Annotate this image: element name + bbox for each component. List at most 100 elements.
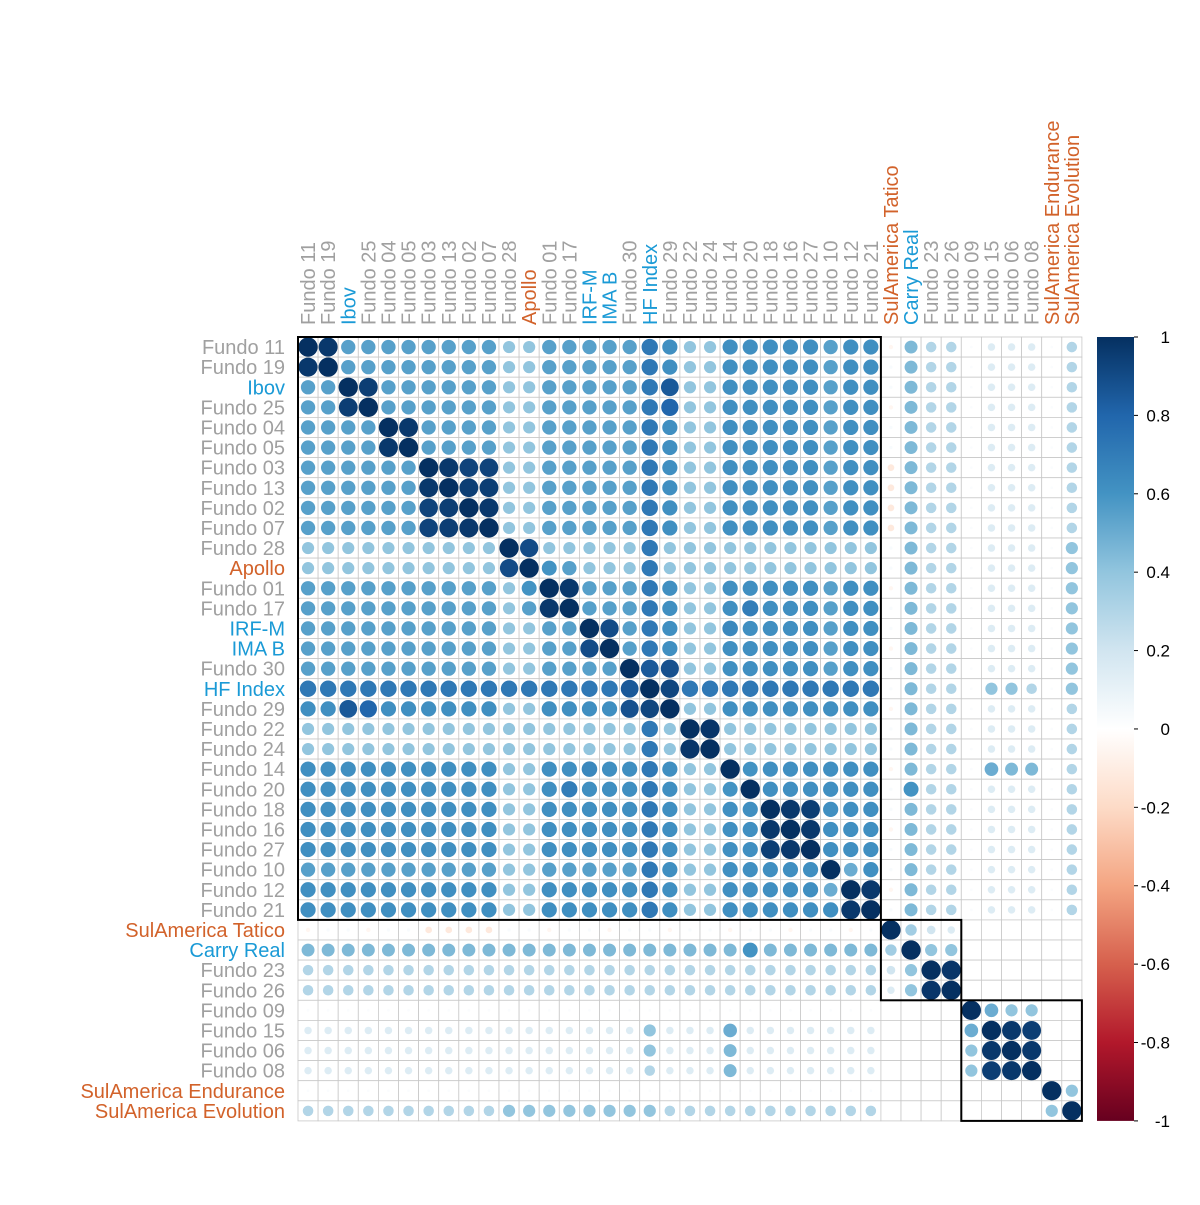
correlation-circle	[969, 727, 973, 731]
grid-cell	[1001, 959, 1023, 981]
correlation-circle	[465, 1026, 473, 1035]
correlation-circle	[320, 821, 336, 838]
correlation-circle	[904, 601, 918, 615]
correlation-circle	[421, 601, 436, 616]
correlation-circle	[864, 562, 877, 575]
correlation-circle	[344, 1026, 352, 1035]
correlation-circle	[824, 943, 838, 957]
correlation-circle	[808, 928, 813, 932]
correlation-circle	[823, 641, 838, 656]
correlation-circle	[481, 440, 497, 455]
correlation-circle	[362, 562, 375, 575]
correlation-circle	[381, 943, 395, 957]
correlation-circle	[904, 360, 918, 374]
correlation-circle	[666, 1046, 674, 1055]
correlation-circle	[688, 1008, 692, 1012]
correlation-circle	[467, 1008, 471, 1012]
correlation-circle	[622, 400, 637, 415]
correlation-circle	[344, 1066, 352, 1075]
correlation-circle	[439, 458, 459, 478]
correlation-circle	[823, 359, 838, 375]
correlation-circle	[644, 984, 656, 996]
correlation-circle	[842, 680, 859, 697]
correlation-circle	[969, 707, 973, 711]
correlation-circle	[945, 402, 957, 413]
column-label: Fundo 17	[559, 240, 581, 325]
correlation-circle	[425, 926, 432, 934]
correlation-circle	[1050, 446, 1054, 449]
correlation-circle	[523, 803, 536, 816]
correlation-circle	[525, 1046, 533, 1055]
correlation-circle	[341, 581, 356, 596]
grid-cell	[1061, 999, 1083, 1021]
grid-cell	[940, 1040, 962, 1062]
correlation-circle	[582, 943, 596, 957]
correlation-circle	[1007, 463, 1016, 472]
correlation-circle	[926, 925, 936, 935]
correlation-circle	[703, 441, 717, 454]
correlation-circle	[804, 562, 817, 575]
correlation-circle	[722, 882, 738, 898]
correlation-circle	[359, 700, 377, 718]
correlation-circle	[419, 498, 438, 518]
correlation-circle	[523, 883, 536, 896]
correlation-circle	[1065, 622, 1078, 635]
cluster-box	[879, 918, 963, 1002]
correlation-circle	[742, 460, 758, 476]
correlation-circle	[602, 460, 617, 475]
correlation-circle	[888, 766, 894, 772]
correlation-circle	[441, 339, 456, 355]
correlation-circle	[708, 928, 712, 932]
correlation-circle	[742, 399, 758, 415]
correlation-circle	[641, 479, 658, 496]
correlation-circle	[523, 662, 536, 675]
correlation-circle	[386, 928, 391, 932]
correlation-circle	[505, 1066, 513, 1075]
correlation-circle	[1027, 865, 1036, 874]
correlation-circle	[782, 419, 799, 436]
correlation-circle	[523, 521, 536, 535]
correlation-circle	[326, 928, 330, 932]
correlation-circle	[1066, 522, 1078, 534]
correlation-circle	[461, 821, 477, 838]
correlation-circle	[338, 377, 358, 397]
correlation-circle	[387, 1008, 390, 1012]
correlation-circle	[889, 908, 893, 912]
correlation-circle	[341, 500, 356, 516]
row-label: Fundo 14	[200, 759, 285, 781]
correlation-circle	[424, 1066, 433, 1075]
column-label: Fundo 09	[961, 240, 983, 325]
correlation-circle	[703, 501, 717, 514]
correlation-circle	[624, 984, 635, 996]
correlation-circle	[581, 701, 598, 717]
correlation-circle	[1007, 805, 1016, 814]
grid-cell	[981, 919, 1002, 941]
correlation-circle	[562, 380, 577, 395]
correlation-circle	[502, 642, 516, 655]
grid-cell	[981, 959, 1002, 981]
correlation-circle	[543, 964, 555, 976]
correlation-circle	[603, 722, 616, 736]
correlation-circle	[1050, 566, 1054, 570]
correlation-circle	[945, 422, 957, 433]
row-label: Fundo 24	[200, 739, 285, 761]
correlation-circle	[543, 742, 556, 756]
correlation-circle	[479, 498, 499, 518]
column-label: Fundo 03	[419, 240, 441, 325]
correlation-circle	[805, 1105, 816, 1117]
grid-cell	[880, 999, 902, 1021]
correlation-circle	[439, 478, 459, 498]
correlation-circle	[640, 679, 660, 699]
grid-cell	[1001, 979, 1023, 1001]
correlation-circle	[1050, 828, 1054, 831]
grid-cell	[1021, 939, 1043, 961]
correlation-circle	[465, 1066, 473, 1075]
grid-cell	[1021, 979, 1043, 1001]
correlation-circle	[802, 439, 819, 456]
correlation-circle	[445, 1066, 453, 1075]
correlation-circle	[1007, 725, 1016, 733]
correlation-circle	[603, 541, 616, 555]
correlation-circle	[925, 804, 937, 815]
correlation-circle	[785, 1105, 796, 1117]
